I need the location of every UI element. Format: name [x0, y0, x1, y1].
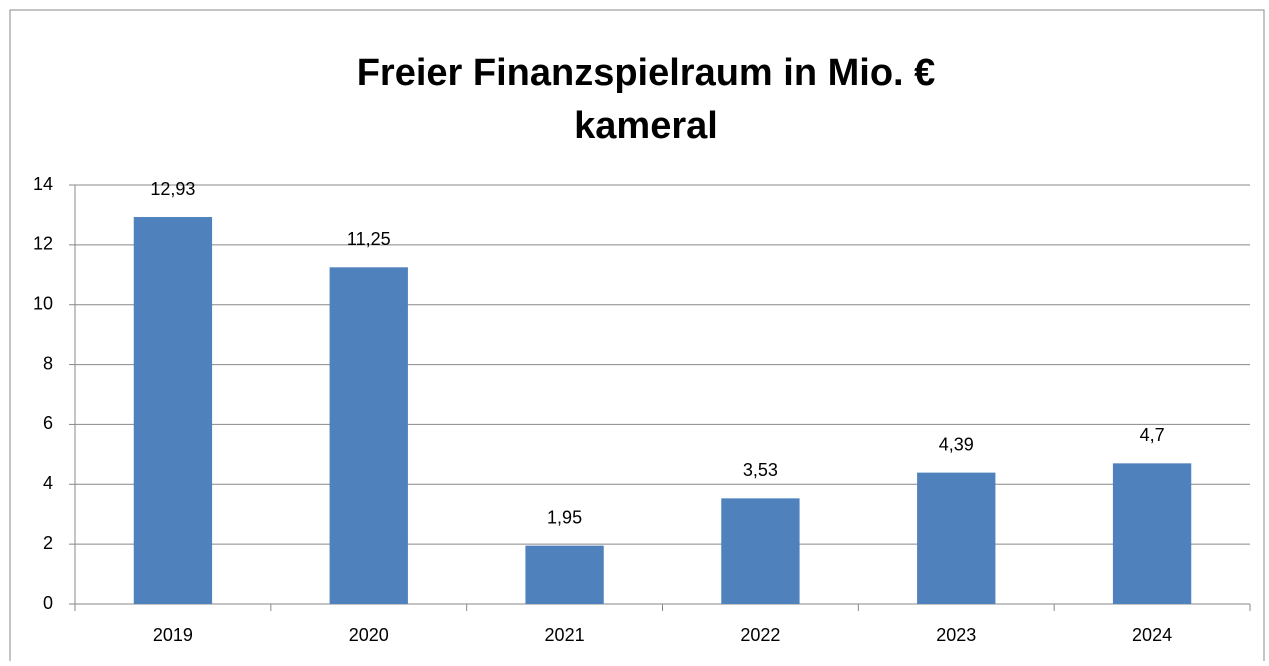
bar — [525, 545, 604, 604]
y-tick-label: 6 — [43, 413, 53, 433]
bar — [1112, 463, 1192, 604]
x-tick-label: 2021 — [545, 625, 585, 645]
bar — [721, 498, 800, 604]
chart-title: Freier Finanzspielraum in Mio. € — [357, 52, 936, 94]
y-tick-label: 2 — [43, 533, 53, 553]
bar — [917, 472, 996, 604]
bar — [329, 267, 408, 604]
y-tick-label: 10 — [33, 293, 53, 313]
data-label: 3,53 — [743, 460, 778, 480]
bar — [133, 217, 213, 605]
data-label: 4,7 — [1140, 425, 1165, 445]
x-tick-label: 2024 — [1132, 625, 1172, 645]
y-tick-label: 0 — [43, 593, 53, 613]
x-tick-label: 2020 — [349, 625, 389, 645]
data-label: 11,25 — [347, 229, 391, 249]
data-label: 4,39 — [939, 434, 974, 454]
y-tick-label: 14 — [33, 174, 53, 194]
y-tick-label: 12 — [33, 234, 53, 254]
x-tick-label: 2019 — [153, 625, 193, 645]
y-tick-label: 4 — [43, 473, 53, 493]
x-tick-label: 2023 — [936, 625, 976, 645]
chart-border — [9, 9, 1265, 666]
chart-subtitle: kameral — [574, 105, 718, 147]
y-tick-label: 8 — [43, 353, 53, 373]
data-label: 12,93 — [150, 179, 195, 199]
x-tick-label: 2022 — [740, 625, 780, 645]
data-label: 1,95 — [547, 507, 582, 527]
